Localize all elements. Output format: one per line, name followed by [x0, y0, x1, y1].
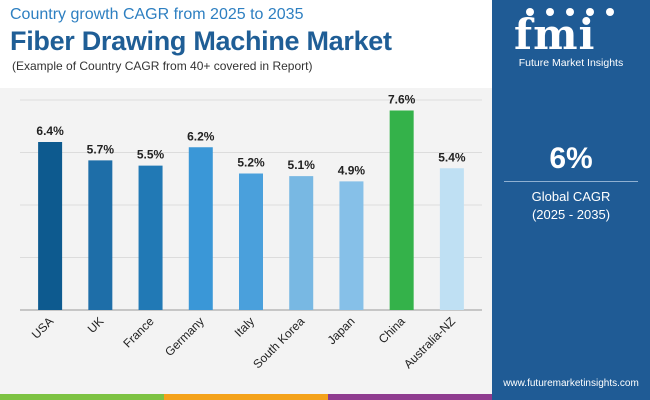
data-label: 4.9%: [338, 163, 366, 177]
data-label: 5.4%: [438, 150, 466, 164]
x-tick-label: France: [120, 314, 157, 351]
x-tick-label: China: [376, 314, 408, 346]
logo-tagline: Future Market Insights: [518, 57, 624, 69]
data-label: 5.7%: [87, 142, 115, 156]
logo-icons: [526, 8, 614, 16]
website-link[interactable]: www.futuremarketinsights.com: [503, 378, 639, 389]
global-cagr-value: 6%: [549, 142, 593, 175]
bar-germany: [188, 147, 213, 310]
chart-panel: 6.4% USA 5.7% UK 5.5% France 6.2% Germany 5.2% It…: [0, 88, 492, 394]
bar-chart: 6.4% USA 5.7% UK 5.5% France 6.2% Germany 5.2% It…: [20, 93, 482, 371]
x-tick-label: UK: [85, 314, 107, 336]
global-cagr-period: (2025 - 2035): [531, 207, 611, 222]
bar-south-korea: [289, 176, 314, 310]
data-label: 6.2%: [187, 129, 215, 143]
bar-china: [389, 110, 414, 310]
x-tick-label: Germany: [162, 314, 207, 359]
logo-wordmark: fmi: [514, 10, 596, 59]
data-label: 5.5%: [137, 148, 165, 162]
bar-usa: [38, 142, 63, 310]
bar-france: [138, 165, 163, 310]
chart-subtitle: Country growth CAGR from 2025 to 2035: [10, 6, 304, 23]
chart-title: Fiber Drawing Machine Market: [10, 26, 392, 56]
bar-australia-nz: [439, 168, 464, 310]
sidebar: fmi Future Market Insights 6% Global CAG…: [492, 0, 650, 400]
bar-italy: [239, 173, 263, 310]
bar-uk: [88, 160, 113, 310]
x-tick-label: Japan: [325, 314, 358, 347]
color-stripe: [0, 394, 492, 400]
divider: [504, 181, 638, 182]
fmi-logo: fmi Future Market Insights: [492, 2, 650, 72]
data-label: 7.6%: [388, 93, 416, 107]
data-label: 6.4%: [36, 124, 64, 138]
global-cagr-label: Global CAGR: [531, 189, 611, 204]
bar-japan: [339, 181, 364, 310]
stripe-orange: [164, 394, 328, 400]
chart-note: (Example of Country CAGR from 40+ covere…: [12, 59, 313, 73]
x-tick-label: Australia-NZ: [401, 314, 458, 371]
x-tick-label: South Korea: [250, 314, 307, 371]
stripe-purple: [328, 394, 492, 400]
header: Country growth CAGR from 2025 to 2035 Fi…: [0, 0, 492, 78]
x-tick-label: Italy: [232, 314, 257, 339]
data-label: 5.2%: [237, 156, 265, 170]
data-label: 5.1%: [288, 158, 316, 172]
x-tick-label: USA: [29, 314, 56, 341]
stripe-green: [0, 394, 164, 400]
